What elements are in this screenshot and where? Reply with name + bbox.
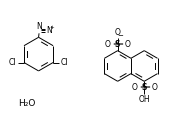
Text: O: O	[132, 83, 137, 92]
Text: N: N	[36, 22, 42, 31]
Text: H₂O: H₂O	[18, 99, 35, 108]
Text: Cl: Cl	[61, 58, 68, 67]
Text: OH: OH	[138, 95, 150, 104]
Text: S: S	[142, 83, 147, 92]
Text: O: O	[125, 40, 130, 49]
Text: =: =	[139, 84, 145, 90]
Text: O: O	[114, 28, 120, 37]
Text: N: N	[46, 26, 52, 35]
Text: Cl: Cl	[9, 58, 17, 67]
Text: =: =	[144, 84, 150, 90]
Text: O: O	[105, 40, 111, 49]
Text: S: S	[115, 40, 120, 49]
Text: O: O	[151, 83, 157, 92]
Text: −: −	[117, 33, 123, 39]
Text: +: +	[49, 25, 54, 30]
Text: =: =	[117, 42, 123, 48]
Text: =: =	[112, 42, 118, 48]
